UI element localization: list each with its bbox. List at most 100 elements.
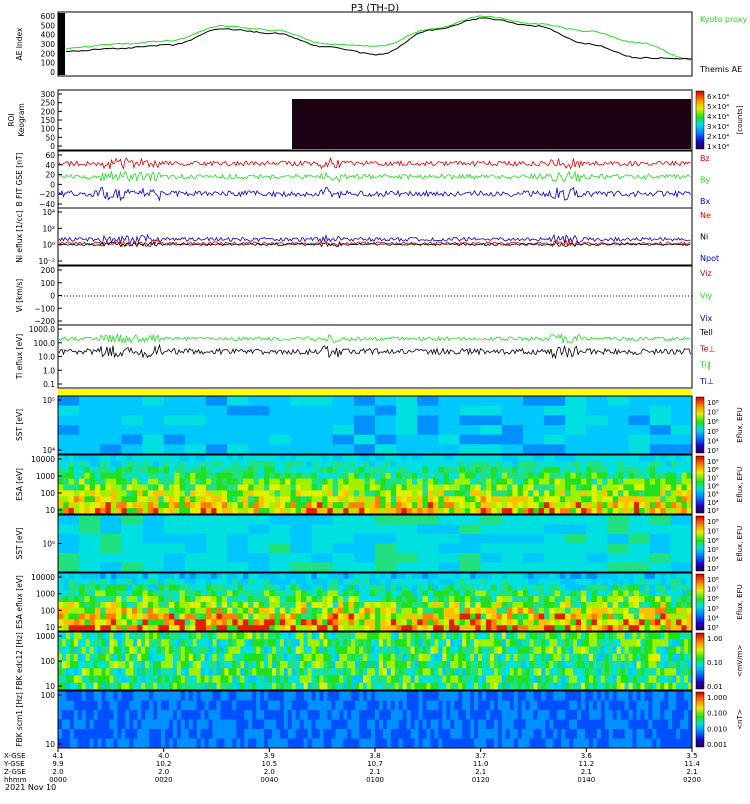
esa_i-cell <box>491 614 497 620</box>
fbk_e-cell <box>371 632 375 640</box>
fbk_b-cell <box>70 701 74 711</box>
esa_i-cell <box>158 619 164 625</box>
fbk_b-cell <box>407 701 411 711</box>
fbk_e-cell <box>656 639 660 647</box>
fbk_b-cell <box>660 701 664 711</box>
esa_i-cell <box>322 619 328 625</box>
fbk_b-cell <box>137 720 141 730</box>
esa_e-cell <box>359 496 365 502</box>
fbk_e-cell <box>442 683 446 691</box>
esa_e-cell <box>222 467 228 473</box>
fbk_b-cell <box>58 691 62 701</box>
fbk_e-cell <box>300 683 304 691</box>
esa_e-cell <box>412 461 418 467</box>
fbk_e-cell <box>58 676 62 684</box>
esa_i-cell <box>211 608 217 614</box>
fbk_b-cell <box>411 739 415 749</box>
esa_i-cell <box>407 602 413 608</box>
esa_e-cell <box>671 467 677 473</box>
fbk_e-cell <box>625 661 629 669</box>
esa_e-cell <box>364 496 370 502</box>
esa_e-cell <box>644 502 650 508</box>
esa_e-cell <box>607 502 613 508</box>
fbk_b-cell <box>601 710 605 720</box>
fbk_e-cell <box>102 676 106 684</box>
sst_e-cell <box>58 406 80 416</box>
fbk_e-cell <box>502 683 506 691</box>
esa_e-cell <box>681 455 687 461</box>
fbk_b-cell <box>407 720 411 730</box>
sst_e-cell <box>396 444 418 454</box>
fbk_b-cell <box>181 691 185 701</box>
esa_e-cell <box>338 473 344 479</box>
fbk_e-cell <box>113 654 117 662</box>
esa_e-cell <box>634 455 640 461</box>
esa_e-cell <box>438 485 444 491</box>
fbk_b-cell <box>316 701 320 711</box>
fbk_e-cell <box>165 661 169 669</box>
fbk_e-cell <box>407 683 411 691</box>
sst_i-cell <box>650 534 672 544</box>
esa_i-cell <box>507 579 513 585</box>
esa_e-cell <box>280 467 286 473</box>
sst_e-cell <box>375 444 397 454</box>
esa_e-cell <box>317 455 323 461</box>
fbk_e-cell <box>113 639 117 647</box>
esa_i-cell <box>322 614 328 620</box>
fbk_e-cell <box>597 647 601 655</box>
esa_i-cell <box>148 590 154 596</box>
fbk_e-cell <box>644 639 648 647</box>
esa_i-cell <box>475 614 481 620</box>
esa_i-cell <box>227 619 233 625</box>
fbk_b-cell <box>625 720 629 730</box>
sst_e-cell <box>502 444 524 454</box>
esa_e-cell <box>549 461 555 467</box>
esa_i-cell <box>497 590 503 596</box>
esa_e-cell <box>349 461 355 467</box>
esa_e-cell <box>512 467 518 473</box>
fbk_b-cell <box>593 739 597 749</box>
fbk_b-cell <box>648 739 652 749</box>
esa_i-cell <box>370 585 376 591</box>
fbk_b-cell <box>193 691 197 701</box>
sst_e-cell <box>164 406 186 416</box>
esa_e-cell <box>460 496 466 502</box>
fbk_e-cell <box>106 639 110 647</box>
fbk_b-cell <box>379 720 383 730</box>
sst_e-cell <box>58 425 80 435</box>
fbk_b-cell <box>454 720 458 730</box>
fbk_b-cell <box>498 691 502 701</box>
esa_e-cell <box>676 467 682 473</box>
esa_i-cell <box>333 596 339 602</box>
sst_i-cell <box>565 544 587 554</box>
esa_e-cell <box>671 485 677 491</box>
sst_i-cell <box>502 544 524 554</box>
esa_i-cell <box>475 602 481 608</box>
fbk_e-cell <box>403 639 407 647</box>
fbk_e-cell <box>359 683 363 691</box>
fbk_e-cell <box>220 683 224 691</box>
fbk_e-cell <box>220 654 224 662</box>
fbk_e-cell <box>367 647 371 655</box>
fbk_b-cell <box>110 720 114 730</box>
esa_i-cell <box>581 573 587 579</box>
esa_i-cell <box>95 614 101 620</box>
fbk_b-cell <box>82 739 86 749</box>
esa_i-cell <box>623 596 629 602</box>
fbk_b-cell <box>593 720 597 730</box>
esa_e-cell <box>555 490 561 496</box>
fbk_b-cell <box>652 720 656 730</box>
esa_e-cell <box>74 502 80 508</box>
esa_i-cell <box>629 619 635 625</box>
esa_e-cell <box>391 473 397 479</box>
esa_i-cell <box>433 596 439 602</box>
fbk_b-cell <box>438 691 442 701</box>
fbk_b-cell <box>220 720 224 730</box>
fbk_e-cell <box>399 647 403 655</box>
esa_i-cell <box>666 573 672 579</box>
fbk_b-cell <box>173 701 177 711</box>
esa_e-cell <box>285 496 291 502</box>
esa_i-cell <box>253 596 259 602</box>
fbk_b-cell <box>617 691 621 701</box>
esa_i-cell <box>106 602 112 608</box>
